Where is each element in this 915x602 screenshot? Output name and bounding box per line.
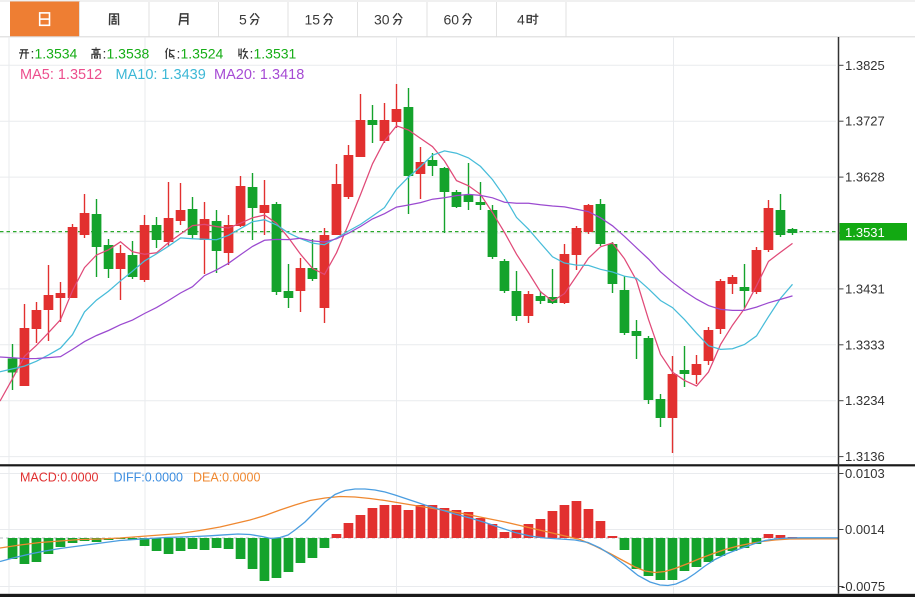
svg-text::: :: [177, 46, 181, 62]
svg-text:1.3333: 1.3333: [845, 337, 885, 352]
svg-text::: :: [31, 46, 35, 62]
svg-text:MA10: 1.3439: MA10: 1.3439: [116, 67, 206, 83]
svg-text:MA20: 1.3418: MA20: 1.3418: [214, 67, 304, 83]
svg-text::: :: [250, 46, 254, 62]
svg-text:5: 5: [239, 12, 247, 28]
svg-text:60: 60: [444, 12, 460, 28]
svg-text:15: 15: [305, 12, 321, 28]
svg-text:1.3431: 1.3431: [845, 281, 885, 296]
svg-text:4: 4: [517, 12, 525, 28]
svg-text:0.0014: 0.0014: [845, 522, 885, 537]
svg-text:1.3531: 1.3531: [254, 46, 297, 62]
svg-text:DEA:0.0000: DEA:0.0000: [193, 471, 260, 485]
svg-text:1.3136: 1.3136: [845, 449, 885, 464]
svg-text:MA5: 1.3512: MA5: 1.3512: [20, 67, 102, 83]
svg-text:1.3628: 1.3628: [845, 170, 885, 185]
svg-text::: :: [103, 46, 107, 62]
svg-text:1.3524: 1.3524: [181, 46, 224, 62]
svg-text:MACD:0.0000: MACD:0.0000: [20, 471, 99, 485]
svg-text:30: 30: [374, 12, 390, 28]
svg-text:DIFF:0.0000: DIFF:0.0000: [114, 471, 184, 485]
svg-text:1.3727: 1.3727: [845, 114, 885, 129]
svg-text:1.3825: 1.3825: [845, 58, 885, 73]
svg-text:1.3234: 1.3234: [845, 393, 885, 408]
svg-text:-0.0075: -0.0075: [841, 579, 885, 594]
svg-text:1.3534: 1.3534: [35, 46, 78, 62]
svg-text:1.3538: 1.3538: [107, 46, 150, 62]
svg-text:0.0103: 0.0103: [845, 466, 885, 481]
svg-text:1.3531: 1.3531: [845, 225, 885, 240]
